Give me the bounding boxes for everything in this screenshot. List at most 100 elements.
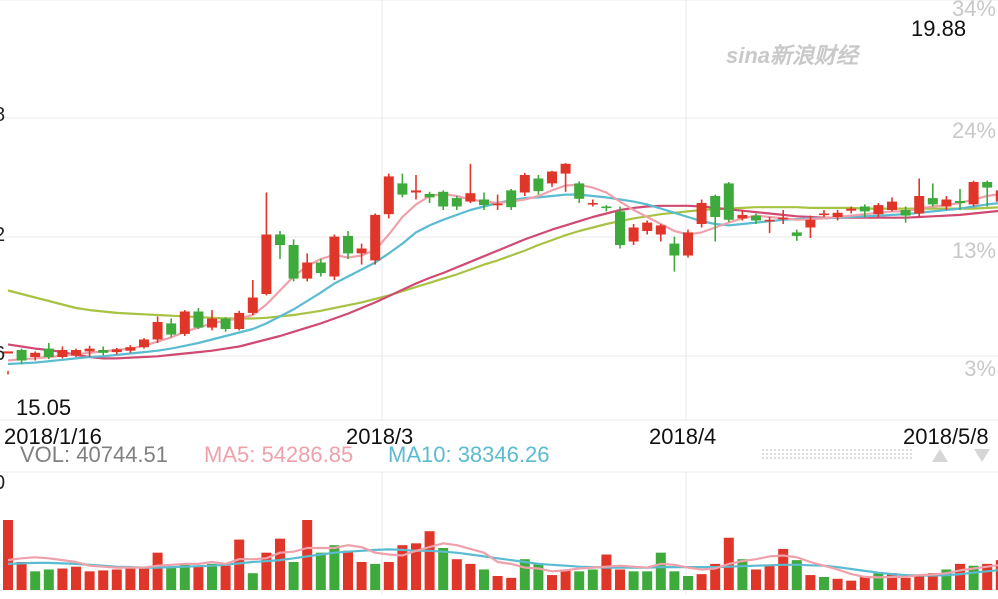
volume-bar-52	[696, 574, 707, 590]
scroll-dot	[826, 453, 828, 455]
candle-body	[139, 339, 149, 348]
left-axis-label-2: 2	[0, 224, 5, 247]
scroll-dot	[814, 457, 816, 459]
scroll-dot	[858, 449, 860, 451]
scroll-dot	[762, 457, 764, 459]
candle-17	[220, 317, 231, 332]
candle-body	[533, 178, 544, 192]
candle-46	[615, 206, 625, 249]
volume-bar-69	[927, 573, 938, 590]
candle-body	[30, 352, 41, 357]
scroll-dot	[830, 457, 832, 459]
candle-body	[927, 198, 938, 205]
candle-body	[982, 182, 993, 188]
volume-bar-65	[873, 573, 884, 590]
candle-body	[751, 215, 761, 221]
candle-62	[832, 210, 843, 221]
candle-20	[261, 192, 272, 296]
scroll-dot	[794, 457, 796, 459]
scroll-dot	[870, 453, 872, 455]
candle-body	[451, 198, 462, 207]
candle-body	[683, 232, 693, 256]
volume-bar-1	[3, 520, 13, 590]
scroll-dot	[766, 453, 768, 455]
scroll-dot	[822, 449, 824, 451]
volume-bar-6	[71, 566, 81, 590]
candle-48	[642, 220, 653, 235]
high-price-annotation: 19.88	[911, 16, 967, 41]
scroll-dot	[802, 457, 804, 459]
pct-tick-3: 13%	[951, 238, 996, 263]
volume-bar-68	[914, 575, 925, 590]
scroll-dot	[894, 449, 896, 451]
candle-30	[397, 173, 408, 198]
candle-body	[288, 245, 299, 279]
candle-body	[220, 318, 231, 329]
low-price-annotation: 15.05	[16, 395, 72, 420]
volume-value-label: VOL: 40744.51	[20, 442, 169, 467]
candle-28	[370, 213, 381, 265]
volume-bar-74	[995, 560, 998, 590]
volume-bar-20	[261, 552, 272, 590]
candles	[3, 163, 998, 375]
candle-37	[492, 194, 503, 210]
candle-body	[98, 350, 109, 353]
candle-16	[207, 310, 217, 331]
candle-51	[683, 229, 693, 258]
volume-bar-53	[710, 563, 721, 590]
candle-7	[84, 345, 95, 357]
volume-bar-64	[859, 576, 870, 590]
ui-controls	[762, 449, 990, 462]
scroll-dot	[774, 457, 776, 459]
candle-44	[587, 199, 598, 207]
candle-body	[859, 206, 870, 212]
volume-bar-44	[587, 569, 598, 590]
volume-bar-33	[438, 548, 449, 590]
scroll-dot	[806, 457, 808, 459]
candle-body	[941, 199, 952, 207]
candle-35	[465, 163, 476, 203]
scroll-dot	[814, 453, 816, 455]
scroll-dot	[874, 457, 876, 459]
candle-40	[533, 175, 544, 195]
candle-39	[519, 172, 530, 196]
x-tick-label-2: 2018/3	[346, 424, 414, 449]
scroll-dot	[826, 449, 828, 451]
scroll-dot	[854, 449, 856, 451]
scroll-dot	[882, 449, 884, 451]
scroll-dot	[786, 457, 788, 459]
scroll-dot	[766, 457, 768, 459]
scroll-dot	[882, 453, 884, 455]
candle-47	[628, 224, 639, 245]
candle-12	[152, 316, 163, 343]
scroll-dot	[786, 453, 788, 455]
candle-body	[315, 262, 326, 273]
scroll-dot	[818, 453, 820, 455]
candle-body	[887, 201, 897, 210]
volume-bar-9	[111, 569, 122, 590]
scroll-dot	[858, 457, 860, 459]
candle-49	[655, 224, 666, 242]
left-axis-label-3: 6	[0, 343, 5, 366]
volume-bar-16	[207, 563, 217, 590]
candle-3	[30, 351, 41, 361]
volume-bar-70	[941, 569, 952, 590]
volume-bar-4	[43, 569, 54, 590]
candle-body	[43, 348, 54, 357]
volume-bar-34	[451, 559, 462, 590]
volume-bar-21	[275, 538, 285, 590]
candle-body	[615, 211, 625, 245]
scroll-dot	[838, 453, 840, 455]
candle-body	[411, 190, 421, 193]
candle-body	[343, 235, 353, 254]
scroll-dot	[834, 453, 836, 455]
scroll-down-arrow-icon	[974, 449, 990, 462]
candle-body	[710, 196, 721, 217]
volume-bar-60	[805, 575, 816, 590]
scroll-dot	[906, 457, 908, 459]
scroll-dot	[802, 449, 804, 451]
volume-bar-27	[356, 562, 367, 590]
ma30-line	[7, 206, 998, 320]
scroll-dot	[906, 453, 908, 455]
scroll-dot	[778, 453, 780, 455]
